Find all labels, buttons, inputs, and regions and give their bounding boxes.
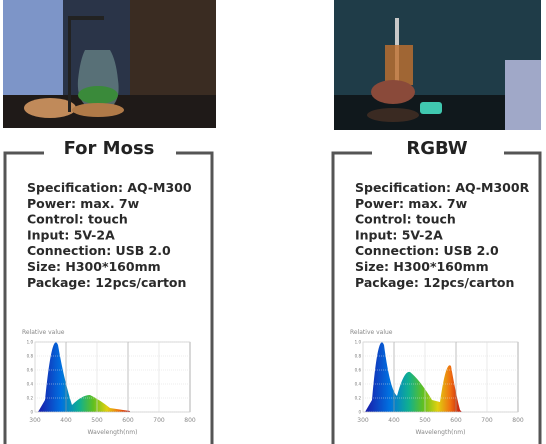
spec-line: Size: H300*160mm: [355, 259, 489, 274]
y-tick-label: 0.4: [27, 382, 34, 387]
panel-title: RGBW: [406, 138, 467, 159]
x-tick-label: 600: [122, 417, 134, 424]
spec-line: Package: 12pcs/carton: [355, 275, 514, 290]
spec-line: Connection: USB 2.0: [27, 243, 171, 258]
y-tick-label: 0.2: [355, 396, 362, 401]
y-tick-label: 0.4: [355, 382, 362, 387]
x-tick-label: 400: [388, 417, 400, 424]
x-tick-label: 300: [29, 417, 41, 424]
y-tick-label: 0.6: [355, 368, 362, 373]
y-tick-label: 0.2: [27, 396, 34, 401]
spectrum-curve: [38, 342, 130, 412]
spec-line: Input: 5V-2A: [27, 227, 115, 242]
spec-line: Control: touch: [27, 212, 128, 227]
x-tick-label: 600: [450, 417, 462, 424]
x-tick-label: 400: [60, 417, 72, 424]
photo-moss: [3, 0, 216, 128]
spec-line: Connection: USB 2.0: [355, 243, 499, 258]
y-axis-label: Relative value: [22, 329, 65, 336]
y-tick-label: 0: [30, 410, 33, 415]
y-axis-label: Relative value: [350, 329, 393, 336]
y-tick-label: 0.6: [27, 368, 34, 373]
spec-line: Size: H300*160mm: [27, 259, 161, 274]
x-tick-label: 700: [481, 417, 493, 424]
y-tick-label: 1.0: [355, 340, 362, 345]
panel-title: For Moss: [64, 138, 155, 159]
spec-line: Control: touch: [355, 212, 456, 227]
spec-line: Input: 5V-2A: [355, 227, 443, 242]
y-tick-label: 0.8: [355, 354, 362, 359]
x-tick-label: 500: [91, 417, 103, 424]
x-tick-label: 700: [153, 417, 165, 424]
photo-rgbw: [334, 0, 541, 130]
x-tick-label: 800: [184, 417, 196, 424]
spec-line: Power: max. 7w: [27, 196, 140, 211]
x-axis-label: Wavelength(nm): [416, 429, 466, 436]
frame: [3, 151, 214, 444]
frame: [331, 151, 542, 444]
spec-line: Package: 12pcs/carton: [27, 275, 186, 290]
x-tick-label: 300: [357, 417, 369, 424]
y-tick-label: 0.8: [27, 354, 34, 359]
y-tick-label: 1.0: [27, 340, 34, 345]
spec-line: Specification: AQ-M300: [27, 180, 192, 195]
y-tick-label: 0: [358, 410, 361, 415]
x-axis-label: Wavelength(nm): [88, 429, 138, 436]
x-tick-label: 500: [419, 417, 431, 424]
spec-line: Specification: AQ-M300R: [355, 180, 530, 195]
spec-line: Power: max. 7w: [355, 196, 468, 211]
spectrum-curve: [365, 342, 462, 412]
x-tick-label: 800: [512, 417, 524, 424]
